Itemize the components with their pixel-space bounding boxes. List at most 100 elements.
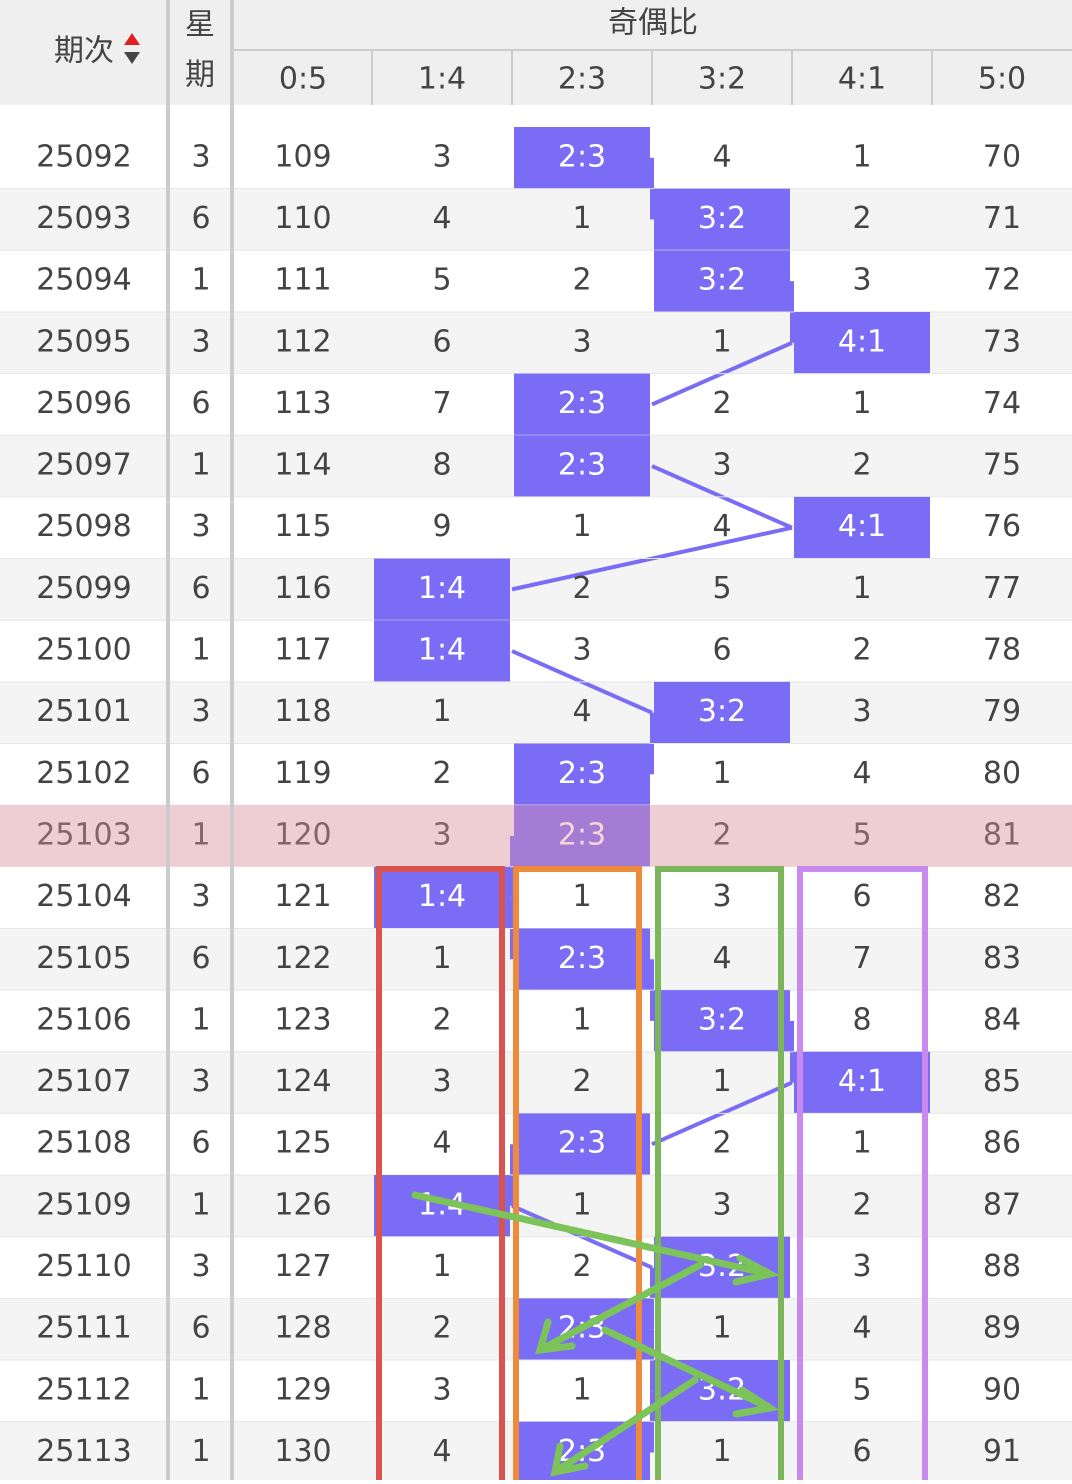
cell-value: 1 [191,817,210,852]
ratio-cell [374,1175,510,1237]
cell-value: 7 [852,941,871,976]
cell-value: 2 [852,633,871,668]
cell-value: 1 [572,879,591,914]
cell-value: 25093 [36,201,131,236]
cell-value: 89 [983,1311,1021,1346]
ratio-label: 3:2 [698,263,746,298]
ratio-label: 2:3 [558,941,606,976]
cell-value: 1 [712,1311,731,1346]
ratio-cell [514,928,650,991]
cell-value: 25103 [36,817,131,852]
cell-value: 3 [191,694,210,729]
cell-value: 1 [191,1372,210,1407]
ratio-cell [654,250,790,312]
cell-value: 82 [983,879,1021,914]
cell-value: 6 [191,1311,210,1346]
row-bg [0,1236,1072,1299]
sort-up[interactable] [124,33,140,45]
cell-value: 129 [274,1372,331,1407]
cell-value: 25098 [36,509,131,544]
cell-value: 4 [712,139,731,174]
cell-value: 4 [852,756,871,791]
table-header: 期次 星 期 奇偶比 0:5 1:4 2:3 3:2 4:1 5:0 [0,0,1072,127]
cell-value: 127 [274,1249,331,1284]
cell-value: 4 [712,941,731,976]
cell-value: 25108 [36,1126,131,1161]
cell-value: 25101 [36,694,131,729]
ratio-label: 4:1 [838,324,886,359]
ratio-label: 3:2 [698,1002,746,1037]
cell-value: 5 [852,1372,871,1407]
cell-value: 73 [983,324,1021,359]
cell-value: 4 [572,694,591,729]
cell-value: 2 [432,1311,451,1346]
cell-value: 2 [712,817,731,852]
cell-value: 128 [274,1311,331,1346]
cell-value: 1 [191,448,210,483]
cell-value: 78 [983,633,1021,668]
cell-value: 1 [852,571,871,606]
ratio-label: 2:3 [558,1126,606,1161]
column-header: 4:1 [838,62,886,97]
column-header: 2:3 [558,62,606,97]
cell-value: 1 [432,941,451,976]
current-row [0,805,1072,867]
cell-value: 7 [432,386,451,421]
cell-value: 25113 [36,1434,131,1469]
cell-value: 25107 [36,1064,131,1099]
cell-value: 25092 [36,139,131,174]
cell-value: 2 [852,448,871,483]
cell-value: 6 [191,201,210,236]
cell-value: 25105 [36,941,131,976]
cell-value: 3 [572,324,591,359]
cell-value: 25100 [36,633,131,668]
sort-down[interactable] [124,52,140,64]
ratio-label: 1:4 [418,571,466,606]
header-bg [0,0,1072,105]
cell-value: 1 [712,1434,731,1469]
issue-header[interactable]: 期次 [54,34,114,69]
cell-value: 83 [983,941,1021,976]
cell-value: 2 [572,1249,591,1284]
cell-value: 109 [274,139,331,174]
ratio-label: 2:3 [558,448,606,483]
ratio-cell [514,435,650,497]
box-green [655,866,784,1484]
cell-value: 2 [852,1187,871,1222]
cell-value: 2 [432,756,451,791]
cell-value: 3 [191,324,210,359]
ratio-label: 4:1 [838,1064,886,1099]
cell-value: 6 [191,756,210,791]
cell-value: 2 [712,1126,731,1161]
cell-value: 25112 [36,1372,131,1407]
cell-value: 6 [852,1434,871,1469]
cell-value: 8 [852,1002,871,1037]
cell-value: 125 [274,1126,331,1161]
cell-value: 81 [983,817,1021,852]
ratio-cell [794,311,930,374]
cell-value: 121 [274,879,331,914]
cell-value: 75 [983,448,1021,483]
weekday-header: 期 [185,58,215,93]
cell-value: 1 [572,1372,591,1407]
row-bg [0,1175,1072,1237]
cell-value: 85 [983,1064,1021,1099]
annotations [376,866,928,1484]
cell-value: 111 [274,263,331,298]
row-bg [0,558,1072,621]
cell-value: 1 [432,1249,451,1284]
cell-value: 119 [274,756,331,791]
ratio-label: 1:4 [418,879,466,914]
cell-value: 3 [852,694,871,729]
cell-value: 1 [572,1002,591,1037]
cell-value: 25104 [36,879,131,914]
cell-value: 1 [191,263,210,298]
cell-value: 110 [274,201,331,236]
column-header: 1:4 [418,62,466,97]
cell-value: 1 [572,509,591,544]
ratio-cell [374,866,510,929]
row-bg [0,1360,1072,1422]
cell-value: 2 [712,386,731,421]
ratio-label: 2:3 [558,386,606,421]
